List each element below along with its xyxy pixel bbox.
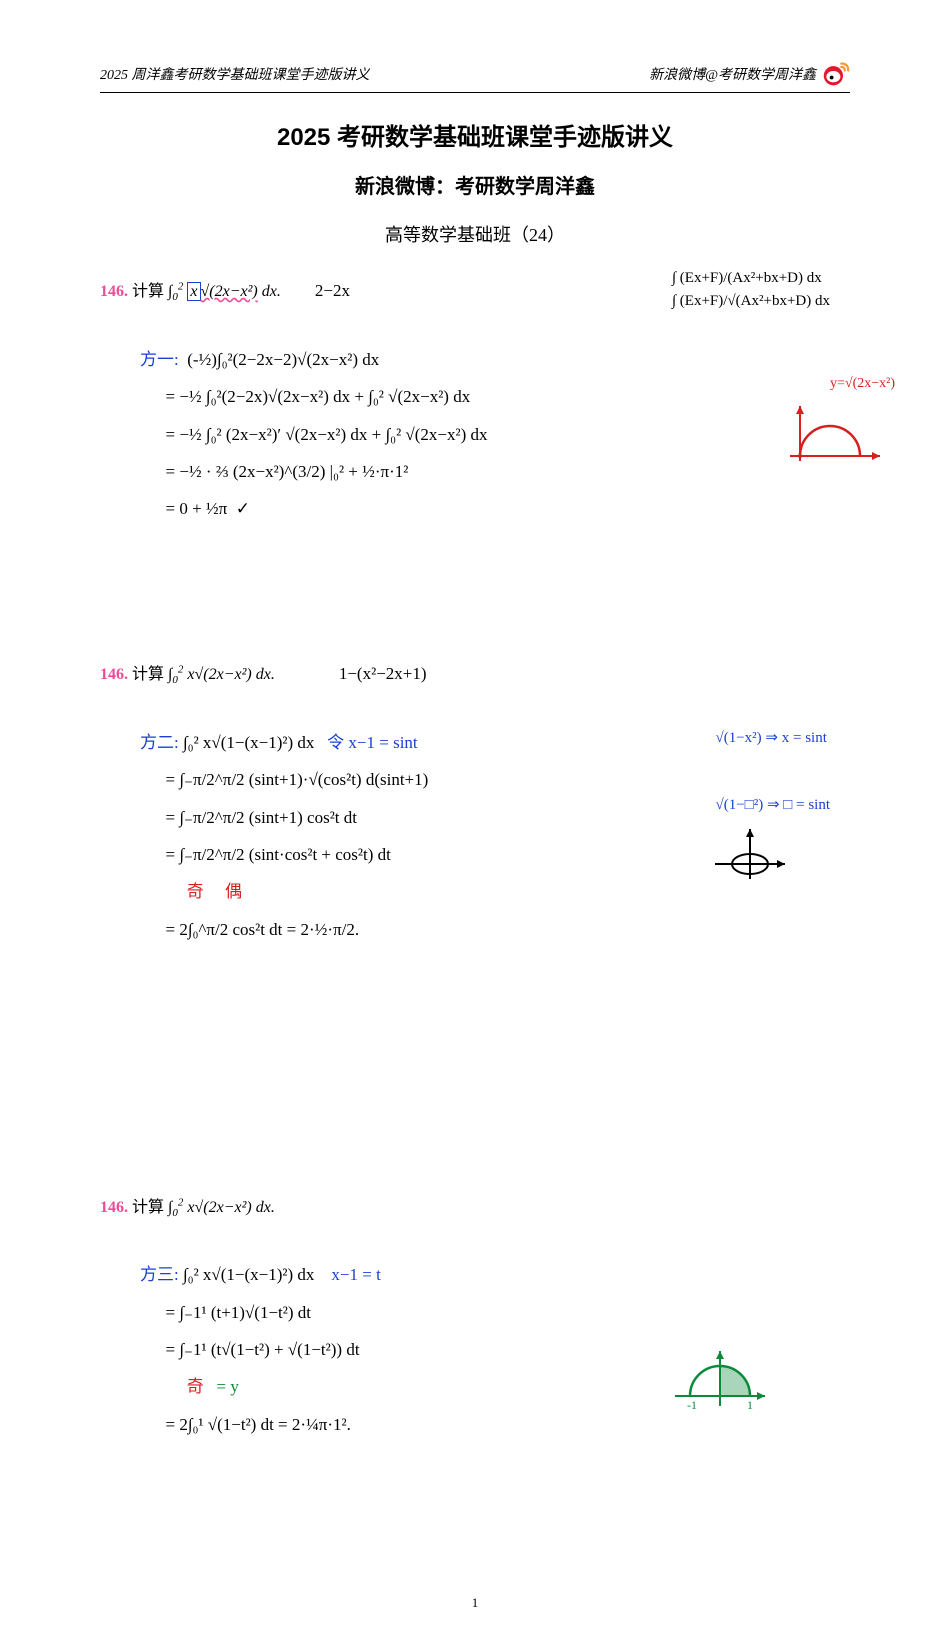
handwriting-method-3: 方三: ∫₀² x√(1−(x−1)²) dx x−1 = t = ∫₋1¹ (…: [140, 1219, 850, 1556]
page-number: 1: [100, 1595, 850, 1611]
title-main: 2025 考研数学基础班课堂手迹版讲义: [100, 117, 850, 152]
header-left-text: 2025 周洋鑫考研数学基础班课堂手迹版讲义: [100, 64, 370, 84]
problem-146-method-1: 146. 计算 ∫02 x√(2x−x²) dx. 2−2x ∫ (Ex+F)/…: [100, 277, 850, 640]
svg-text:1: 1: [747, 1398, 753, 1412]
weibo-icon: [822, 60, 850, 88]
problem-number: 146.: [100, 283, 128, 300]
side-note: 1−(x²−2x+1): [339, 664, 427, 683]
svg-text:-1: -1: [687, 1398, 697, 1412]
problem-integral: ∫02 x√(2x−x²) dx.: [168, 283, 281, 300]
title-section: 高等数学基础班（24）: [100, 221, 850, 247]
handwriting-method-1: 方一: (-½)∫₀²(2−2x−2)√(2x−x²) dx = −½ ∫₀²(…: [140, 304, 850, 641]
problem-146-method-2: 146. 计算 ∫02 x√(2x−x²) dx. 1−(x²−2x+1) 方二…: [100, 660, 850, 1173]
problem-label: 计算: [132, 666, 164, 683]
semicircle-sketch-1: y=√(2x−x²): [755, 364, 891, 560]
problem-integral: ∫02 x√(2x−x²) dx.: [168, 666, 275, 683]
problem-number: 146.: [100, 1199, 128, 1216]
problem-146-method-3: 146. 计算 ∫02 x√(2x−x²) dx. 方三: ∫₀² x√(1−(…: [100, 1193, 850, 1556]
header-right-text: 新浪微博@考研数学周洋鑫: [649, 64, 816, 84]
side-note: 2−2x: [315, 281, 350, 300]
problem-label: 计算: [132, 1199, 164, 1216]
axes-sketch-2: [685, 787, 791, 935]
green-semicircle-sketch: -1 1: [645, 1309, 771, 1467]
page-header: 2025 周洋鑫考研数学基础班课堂手迹版讲义 新浪微博@考研数学周洋鑫: [100, 60, 850, 93]
handwriting-method-2: 方二: ∫₀² x√(1−(x−1)²) dx 令 x−1 = sint = ∫…: [140, 687, 850, 1173]
problem-label: 计算: [132, 283, 164, 300]
header-right: 新浪微博@考研数学周洋鑫: [649, 60, 850, 88]
title-sub: 新浪微博：考研数学周洋鑫: [100, 170, 850, 199]
problem-number: 146.: [100, 666, 128, 683]
problem-integral: ∫02 x√(2x−x²) dx.: [168, 1199, 275, 1216]
